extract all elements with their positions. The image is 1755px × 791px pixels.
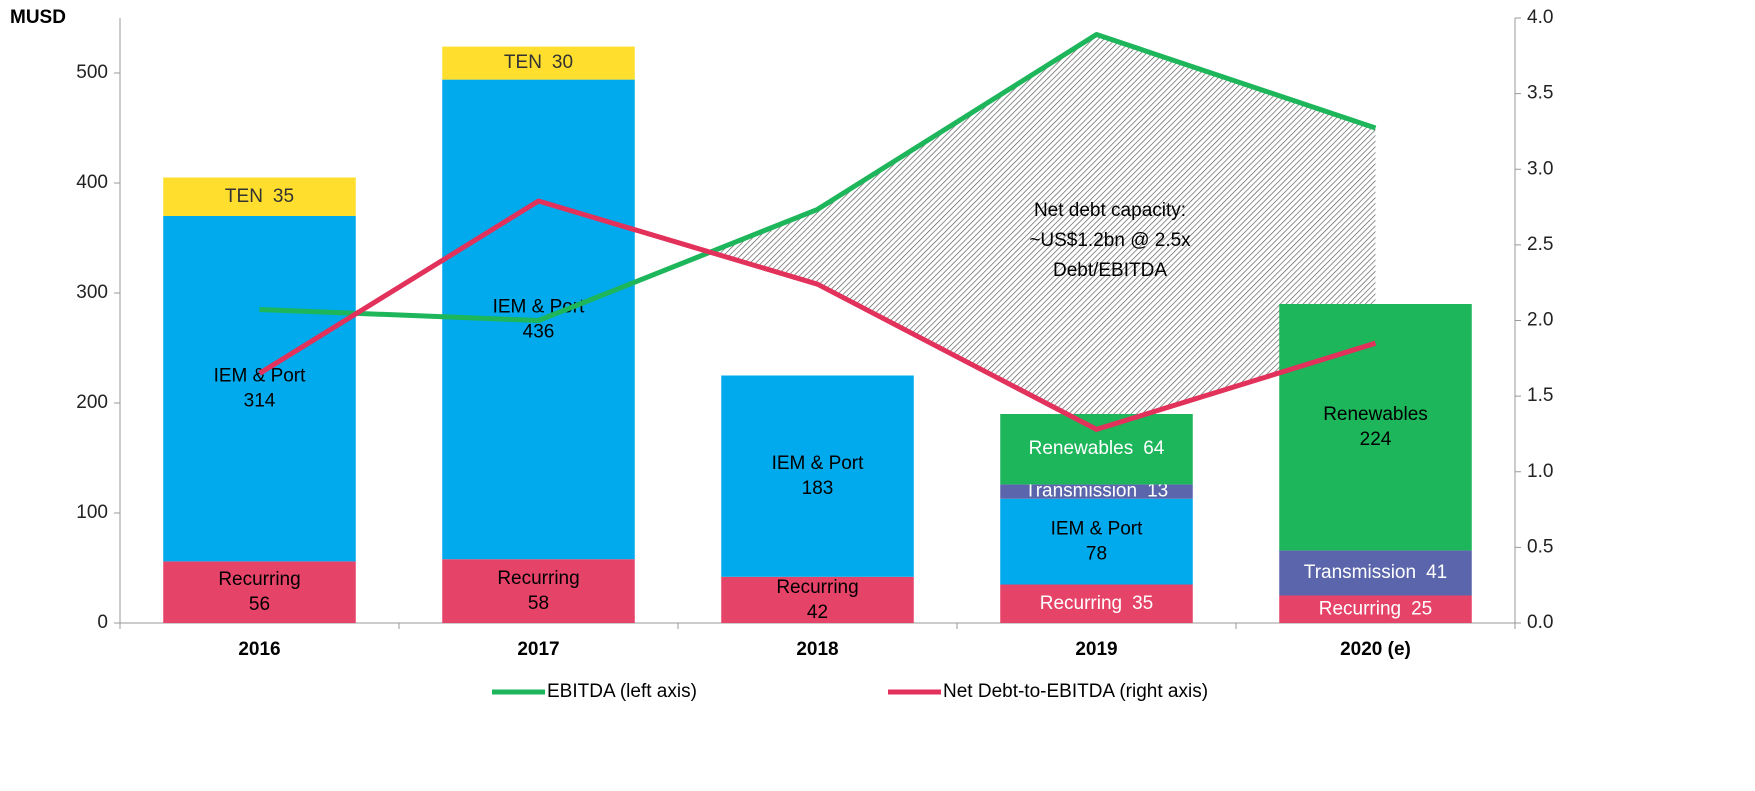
- y-tick-label: 300: [76, 282, 108, 303]
- bar-segment: [721, 576, 914, 623]
- data-label-value: 35: [273, 186, 294, 207]
- data-label-value: 56: [249, 594, 270, 615]
- y2-tick-label: 0.5: [1527, 536, 1553, 557]
- x-tick-label: 2020 (e): [1340, 639, 1411, 660]
- data-label-value: 42: [807, 602, 828, 623]
- bar-segment: [163, 177, 356, 216]
- data-label-name: TEN: [225, 186, 263, 207]
- y-tick-label: 0: [97, 612, 108, 633]
- y-axis-label: MUSD: [10, 7, 66, 28]
- bar-segment: [1279, 595, 1472, 623]
- data-label-value: 58: [528, 593, 549, 614]
- y2-tick-label: 4.0: [1527, 7, 1553, 28]
- data-label-name: IEM & Port: [214, 366, 307, 387]
- data-label: Recurring 25: [1319, 598, 1433, 619]
- bar-segment: [721, 375, 914, 577]
- data-label: Recurring 35: [1040, 593, 1154, 614]
- y-tick-label: 400: [76, 172, 108, 193]
- data-label-name: Renewables: [1323, 404, 1428, 425]
- data-label: Transmission 13: [1025, 481, 1168, 502]
- bar-segment: [442, 559, 635, 623]
- data-label-value: 30: [552, 52, 573, 73]
- data-label-name: IEM & Port: [772, 453, 865, 474]
- data-label-value: 35: [1132, 593, 1153, 614]
- data-label-value: 436: [523, 321, 555, 342]
- y2-tick-label: 3.0: [1527, 158, 1553, 179]
- bar-segment: [163, 216, 356, 562]
- bar-segment: [1000, 414, 1193, 485]
- annotation: Net debt capacity:: [1034, 200, 1186, 221]
- data-label-value: 78: [1086, 544, 1107, 565]
- data-label-name: Recurring: [218, 569, 300, 590]
- y-tick-label: 100: [76, 502, 108, 523]
- bar-segment: [1000, 484, 1193, 499]
- bar-segment: [1279, 550, 1472, 596]
- data-label-value: 224: [1360, 429, 1392, 450]
- y2-tick-label: 2.0: [1527, 310, 1553, 331]
- bar-segment: [1000, 584, 1193, 623]
- legend-label: Net Debt-to-EBITDA (right axis): [943, 681, 1208, 702]
- line-series: [259, 32, 1377, 323]
- data-label-value: 41: [1426, 562, 1447, 583]
- data-label-name: TEN: [504, 52, 542, 73]
- data-label-name: Transmission: [1304, 562, 1416, 583]
- y-tick-label: 500: [76, 62, 108, 83]
- bar-segment: [163, 561, 356, 623]
- y-tick-label: 200: [76, 392, 108, 413]
- y2-tick-label: 3.5: [1527, 83, 1553, 104]
- data-label: Renewables 64: [1029, 438, 1165, 459]
- capacity-area: [710, 34, 1376, 430]
- data-label: Transmission 41: [1304, 562, 1447, 583]
- line-series: [258, 198, 1377, 432]
- y2-tick-label: 2.5: [1527, 234, 1553, 255]
- data-label-name: Renewables: [1029, 438, 1134, 459]
- data-label-name: Recurring: [497, 568, 579, 589]
- y2-tick-label: 0.0: [1527, 612, 1553, 633]
- x-tick-label: 2018: [796, 639, 838, 660]
- y2-tick-label: 1.5: [1527, 385, 1553, 406]
- bar-segment: [1000, 498, 1193, 585]
- data-label-value: 183: [802, 478, 834, 499]
- bar-segment: [442, 46, 635, 80]
- data-label-value: 314: [244, 391, 276, 412]
- x-tick-label: 2017: [517, 639, 559, 660]
- data-label-value: 64: [1143, 438, 1165, 459]
- legend-label: EBITDA (left axis): [547, 681, 697, 702]
- annotation: Debt/EBITDA: [1053, 260, 1167, 281]
- bar-segment: [1279, 304, 1472, 551]
- y2-tick-label: 1.0: [1527, 461, 1553, 482]
- data-label-name: Recurring: [1319, 598, 1401, 619]
- data-label-name: Transmission: [1025, 481, 1137, 502]
- x-tick-label: 2016: [238, 639, 280, 660]
- data-label-value: 13: [1147, 481, 1168, 502]
- data-label-name: Recurring: [1040, 593, 1122, 614]
- data-label-value: 25: [1411, 598, 1432, 619]
- annotation: ~US$1.2bn @ 2.5x: [1029, 230, 1191, 251]
- data-label: TEN 30: [504, 52, 573, 73]
- data-label: TEN 35: [225, 186, 294, 207]
- data-label-name: IEM & Port: [1051, 519, 1144, 540]
- data-label-name: Recurring: [776, 577, 858, 598]
- x-tick-label: 2019: [1075, 639, 1117, 660]
